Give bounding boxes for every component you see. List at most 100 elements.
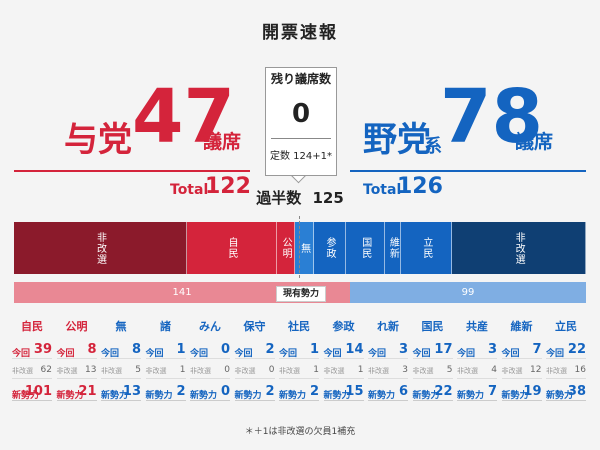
- party-row-nonelect: 非改選 3: [368, 363, 408, 379]
- party-row-new: 新勢力 0: [190, 384, 230, 401]
- seat-bar-segment-label: 国民: [359, 237, 371, 259]
- party-row-value: 2: [176, 384, 186, 399]
- seat-bar-segment: 非改選: [452, 222, 586, 274]
- party-name: 無: [115, 320, 127, 333]
- party-row-label: 今回: [279, 349, 298, 359]
- party-row-value: 3: [402, 365, 408, 375]
- remaining-seats-value: 0: [291, 99, 311, 129]
- party-column: 立民 今回 22 非改選 16 新勢力 38: [546, 318, 586, 404]
- party-row-value: 2: [309, 384, 319, 399]
- seat-bar-segment: 公明: [276, 222, 296, 274]
- party-row-new: 新勢力 22: [412, 384, 453, 401]
- party-row-value: 15: [345, 384, 364, 399]
- opposition-seat-unit: 議席: [515, 131, 554, 153]
- party-row-new: 新勢力 21: [56, 384, 97, 401]
- seat-bar-segment-label: 維新: [387, 237, 399, 259]
- party-column: 共産 今回 3 非改選 4 新勢力 7: [457, 318, 497, 404]
- party-row-new: 新勢力 101: [12, 384, 52, 401]
- seat-bar-segment-label: 非改選: [94, 231, 106, 265]
- party-column: 保守 今回 2 非改選 0 新勢力 2: [234, 318, 275, 404]
- seat-bar-segment-label: 無: [298, 242, 310, 254]
- party-row-value: 21: [78, 384, 97, 399]
- party-row-value: 12: [530, 365, 542, 375]
- opposition-total-value: 126: [397, 174, 443, 199]
- party-row-label: 非改選: [190, 367, 211, 375]
- party-name: れ新: [377, 320, 399, 333]
- party-row-current: 今回 1: [145, 342, 186, 359]
- party-row-value: 62: [40, 365, 52, 375]
- party-row-label: 非改選: [12, 367, 33, 375]
- party-column: 国民 今回 17 非改選 5 新勢力 22: [412, 318, 453, 404]
- party-row-current: 今回 2: [234, 342, 275, 359]
- opposition-suffix: 系: [424, 136, 442, 157]
- party-name: 自民: [21, 320, 43, 333]
- party-row-nonelect: 非改選 62: [12, 363, 52, 379]
- current-ruling-value: 141: [172, 287, 192, 298]
- party-name: 維新: [510, 320, 533, 333]
- party-row-label: 非改選: [323, 367, 345, 375]
- remaining-seats-box: [265, 67, 337, 176]
- majority-value: 125: [312, 189, 344, 207]
- party-name: 保守: [243, 320, 266, 333]
- party-row-value: 0: [224, 365, 230, 375]
- party-row-new: 新勢力 2: [234, 384, 275, 401]
- party-row-value: 5: [446, 365, 453, 375]
- party-name: 参政: [332, 320, 355, 333]
- party-row-label: 新勢力: [368, 391, 396, 401]
- party-row-new: 新勢力 6: [368, 384, 408, 401]
- opposition-party-name: 野党: [363, 120, 431, 160]
- party-row-label: 非改選: [101, 367, 122, 375]
- party-row-label: 新勢力: [145, 391, 173, 401]
- seat-bar-segment: 維新: [385, 222, 402, 274]
- party-row-value: 13: [122, 384, 141, 399]
- fixed-seats-label: 定数 124+1*: [269, 151, 332, 162]
- party-row-label: 今回: [501, 349, 520, 359]
- party-row-label: 非改選: [279, 367, 300, 375]
- party-row-value: 0: [220, 384, 230, 399]
- party-name: 立民: [555, 320, 577, 333]
- party-row-value: 39: [33, 342, 52, 357]
- party-row-nonelect: 非改選 1: [323, 363, 364, 379]
- party-column: 自民 今回 39 非改選 62 新勢力 101: [12, 318, 52, 404]
- party-row-new: 新勢力 38: [546, 384, 586, 401]
- party-name: 社民: [288, 320, 310, 333]
- seat-bar-segment-label: 非改選: [513, 231, 525, 265]
- party-row-label: 今回: [368, 349, 387, 359]
- party-row-label: 新勢力: [323, 391, 351, 401]
- party-column: 維新 今回 7 非改選 12 新勢力 19: [501, 318, 542, 404]
- party-row-label: 新勢力: [101, 391, 129, 401]
- party-row-value: 13: [85, 365, 97, 375]
- ruling-total-label: Total: [170, 182, 209, 198]
- party-row-label: 非改選: [368, 367, 389, 375]
- party-row-label: 新勢力: [234, 391, 262, 401]
- party-row-value: 101: [24, 384, 52, 399]
- seat-bar-segment: 国民: [346, 222, 386, 274]
- party-name: 国民: [421, 320, 444, 333]
- party-row-nonelect: 非改選 1: [145, 363, 186, 379]
- seat-distribution-bar: 非改選 自民 公明無 参政 国民 維新 立民 非改選: [14, 222, 586, 274]
- party-row-nonelect: 非改選 16: [546, 363, 586, 379]
- footnote: ＊＋1は非改選の欠員1補充: [244, 427, 356, 437]
- party-row-nonelect: 非改選 0: [234, 363, 275, 379]
- party-row-label: 今回: [412, 349, 431, 359]
- party-column: みん 今回 0 非改選 0 新勢力 0: [190, 318, 230, 404]
- seat-bar-segment-label: 公明: [280, 237, 292, 259]
- party-row-value: 8: [131, 342, 141, 357]
- party-row-nonelect: 非改選 0: [190, 363, 230, 379]
- party-row-label: 非改選: [234, 367, 256, 375]
- party-row-new: 新勢力 2: [279, 384, 319, 401]
- party-column: 無今回 8 非改選 5 新勢力 13: [101, 318, 141, 404]
- ruling-seat-unit: 議席: [203, 131, 242, 153]
- party-row-value: 19: [523, 384, 542, 399]
- opposition-divider: [350, 170, 586, 172]
- party-name: 共産: [466, 320, 488, 333]
- party-row-value: 7: [532, 342, 542, 357]
- party-row-label: 今回: [323, 349, 342, 359]
- party-row-label: 新勢力: [12, 391, 40, 401]
- party-row-label: 非改選: [546, 367, 567, 375]
- page-title: 開票速報: [262, 23, 338, 43]
- party-column: れ新今回 3 非改選 3 新勢力 6: [368, 318, 408, 404]
- party-row-value: 2: [265, 342, 275, 357]
- party-row-label: 新勢力: [457, 391, 485, 401]
- majority-line-label: 過半数 125: [240, 187, 360, 208]
